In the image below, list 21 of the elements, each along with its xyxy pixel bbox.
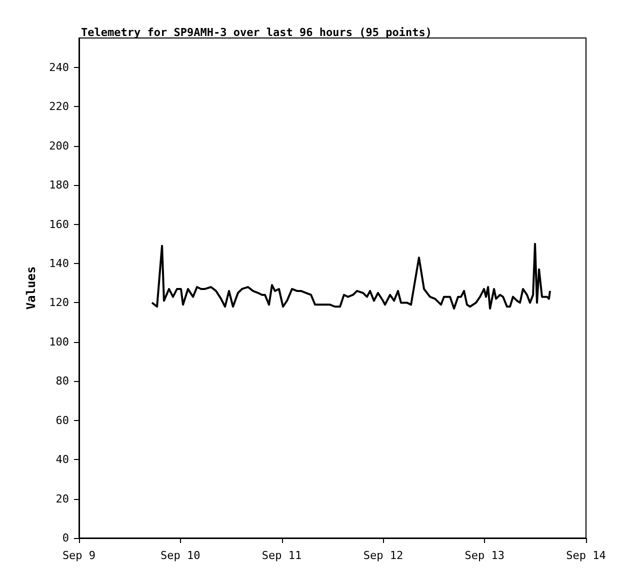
- y-tick-label: 140: [49, 256, 69, 270]
- x-tick-label: Sep 14: [566, 549, 606, 562]
- y-tick-label: 80: [56, 374, 69, 388]
- x-tick-label: Sep 11: [262, 549, 302, 562]
- x-tick-label: Sep 9: [62, 549, 96, 562]
- y-tick-label: 100: [49, 335, 69, 348]
- y-tick-label: 200: [49, 139, 69, 152]
- y-tick-label: 40: [56, 453, 69, 466]
- y-tick-label: 220: [49, 100, 69, 114]
- y-tick-label: 20: [56, 492, 69, 506]
- y-tick-label: 160: [49, 218, 69, 231]
- y-axis-title: Values: [24, 266, 38, 310]
- y-tick-label: 180: [49, 178, 69, 192]
- y-tick-label: 0: [62, 532, 69, 544]
- x-tick-label: Sep 10: [160, 549, 200, 562]
- x-tick-label: Sep 12: [363, 549, 404, 562]
- y-tick-label: 60: [56, 414, 69, 427]
- x-tick-label: Sep 13: [464, 549, 504, 562]
- chart-title: Telemetry for SP9AMH-3 over last 96 hours (95 points): [81, 26, 432, 39]
- y-tick-label: 240: [49, 60, 69, 74]
- y-tick-label: 120: [49, 296, 69, 310]
